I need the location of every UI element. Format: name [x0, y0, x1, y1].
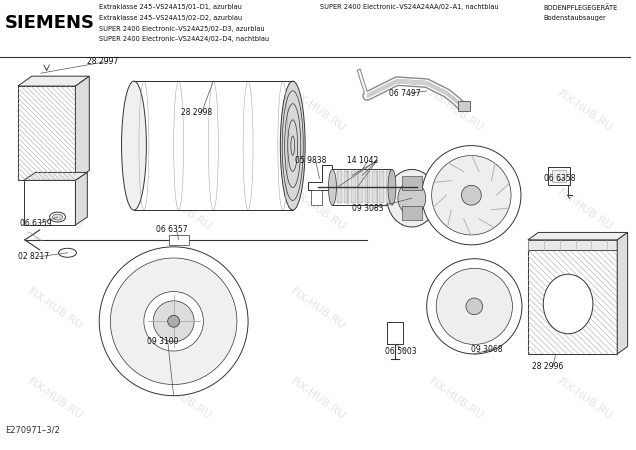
Text: FIX-HUB.RU: FIX-HUB.RU	[25, 188, 84, 233]
Ellipse shape	[461, 185, 481, 205]
Text: FIX-HUB.RU: FIX-HUB.RU	[556, 287, 614, 332]
Ellipse shape	[388, 170, 396, 205]
Ellipse shape	[53, 214, 62, 220]
Text: FIX-HUB.RU: FIX-HUB.RU	[288, 188, 347, 233]
Text: FIX-HUB.RU: FIX-HUB.RU	[556, 188, 614, 233]
Bar	[351, 171, 356, 203]
Text: 05 9838: 05 9838	[294, 156, 326, 165]
Ellipse shape	[50, 212, 66, 222]
Bar	[528, 240, 617, 250]
Ellipse shape	[111, 258, 237, 384]
Text: 09 3068: 09 3068	[471, 345, 503, 354]
Bar	[528, 250, 617, 354]
Ellipse shape	[436, 268, 513, 344]
Bar	[344, 171, 349, 203]
Polygon shape	[617, 233, 628, 354]
Text: FIX-HUB.RU: FIX-HUB.RU	[288, 287, 347, 332]
Text: 28 2997: 28 2997	[87, 57, 118, 66]
Bar	[24, 180, 76, 225]
Text: SUPER 2400 Electronic–VS24A25/02–D3, azurblau: SUPER 2400 Electronic–VS24A25/02–D3, azu…	[99, 26, 265, 32]
Bar	[402, 206, 422, 220]
Ellipse shape	[168, 315, 179, 327]
Bar	[372, 171, 377, 203]
Ellipse shape	[543, 274, 593, 334]
Text: 28 2996: 28 2996	[532, 362, 563, 371]
Ellipse shape	[121, 81, 146, 210]
Bar	[459, 101, 471, 111]
Polygon shape	[18, 76, 89, 86]
Bar	[0, 2, 631, 56]
Text: FIX-HUB.RU: FIX-HUB.RU	[155, 88, 213, 134]
Bar	[365, 171, 370, 203]
Text: 06 7497: 06 7497	[389, 89, 420, 98]
Text: Extraklasse 245–VS24A15/01–D1, azurblau: Extraklasse 245–VS24A15/01–D1, azurblau	[99, 4, 242, 10]
Bar	[386, 171, 391, 203]
Text: FIX-HUB.RU: FIX-HUB.RU	[556, 376, 614, 421]
Text: FIX-HUB.RU: FIX-HUB.RU	[155, 376, 213, 421]
Polygon shape	[76, 76, 89, 180]
Text: FIX-HUB.RU: FIX-HUB.RU	[155, 188, 213, 233]
Bar	[169, 235, 188, 245]
Text: SUPER 2400 Electronic–VS24A24AA/02–A1, nachtblau: SUPER 2400 Electronic–VS24A24AA/02–A1, n…	[319, 4, 498, 10]
Ellipse shape	[280, 81, 305, 210]
Ellipse shape	[153, 301, 194, 342]
Text: 06 6358: 06 6358	[544, 174, 576, 183]
Ellipse shape	[59, 248, 76, 257]
Bar	[402, 176, 422, 190]
Text: 06 6359: 06 6359	[20, 219, 52, 228]
Ellipse shape	[328, 170, 336, 205]
Text: FIX-HUB.RU: FIX-HUB.RU	[288, 376, 347, 421]
Text: 09 3100: 09 3100	[147, 337, 178, 346]
Text: 06 5003: 06 5003	[385, 346, 417, 356]
Text: FIX-HUB.RU: FIX-HUB.RU	[556, 88, 614, 134]
Text: FIX-HUB.RU: FIX-HUB.RU	[427, 287, 486, 332]
Text: 06 6357: 06 6357	[156, 225, 188, 234]
Ellipse shape	[398, 181, 425, 215]
Bar	[337, 171, 342, 203]
Text: FIX-HUB.RU: FIX-HUB.RU	[427, 376, 486, 421]
Bar	[358, 171, 363, 203]
Text: SUPER 2400 Electronic–VS24A24/02–D4, nachtblau: SUPER 2400 Electronic–VS24A24/02–D4, nac…	[99, 36, 270, 42]
Bar	[18, 86, 76, 180]
Text: Extraklasse 245–VS24A15/02–D2, azurblau: Extraklasse 245–VS24A15/02–D2, azurblau	[99, 15, 242, 21]
Text: SIEMENS: SIEMENS	[5, 14, 95, 32]
Text: 28 2998: 28 2998	[181, 108, 212, 117]
Ellipse shape	[427, 259, 522, 354]
Text: BODENPFLEGEGERÄTE: BODENPFLEGEGERÄTE	[544, 4, 618, 10]
Ellipse shape	[144, 292, 204, 351]
Text: FIX-HUB.RU: FIX-HUB.RU	[25, 376, 84, 421]
Bar	[387, 322, 403, 344]
Bar	[379, 171, 384, 203]
Text: 09 3083: 09 3083	[352, 204, 384, 213]
Ellipse shape	[466, 298, 483, 315]
Text: 14 1042: 14 1042	[347, 156, 378, 165]
Ellipse shape	[99, 247, 248, 396]
Text: FIX-HUB.RU: FIX-HUB.RU	[288, 88, 347, 134]
Polygon shape	[528, 233, 628, 240]
Text: FIX-HUB.RU: FIX-HUB.RU	[427, 188, 486, 233]
Polygon shape	[76, 172, 87, 225]
Polygon shape	[24, 172, 87, 180]
Text: FIX-HUB.RU: FIX-HUB.RU	[155, 287, 213, 332]
Ellipse shape	[387, 170, 436, 227]
Text: Bodenstaubsauger: Bodenstaubsauger	[544, 15, 607, 21]
Bar	[333, 170, 392, 205]
Text: FIX-HUB.RU: FIX-HUB.RU	[25, 88, 84, 134]
Text: 02 8217: 02 8217	[18, 252, 49, 261]
Text: FIX-HUB.RU: FIX-HUB.RU	[427, 88, 486, 134]
Ellipse shape	[422, 146, 521, 245]
Polygon shape	[310, 190, 322, 205]
Bar	[548, 167, 570, 185]
Bar	[551, 171, 565, 182]
Polygon shape	[308, 166, 333, 190]
Text: FIX-HUB.RU: FIX-HUB.RU	[25, 287, 84, 332]
Text: E270971–3/2: E270971–3/2	[5, 426, 60, 435]
Ellipse shape	[432, 156, 511, 235]
Bar	[134, 81, 293, 210]
